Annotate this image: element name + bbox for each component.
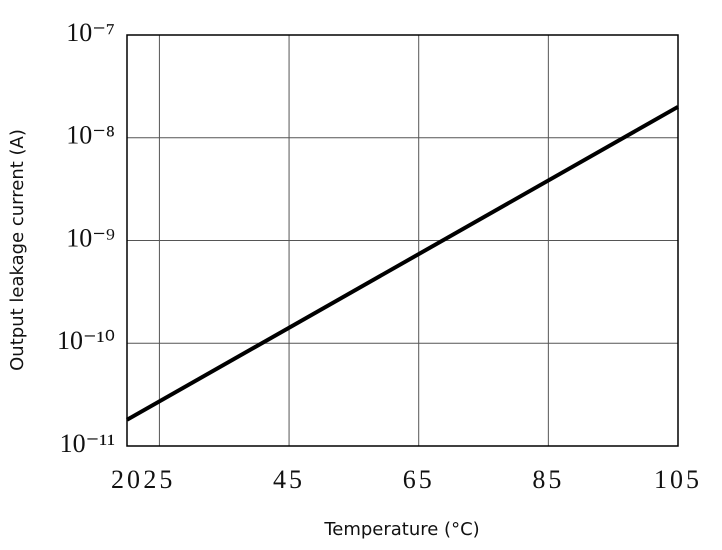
x-axis-label: Temperature (°C): [323, 519, 479, 540]
x-tick-label: 85: [532, 465, 564, 494]
x-tick-label: 20: [111, 465, 143, 494]
plot-frame: [126, 34, 679, 447]
y-tick-label: 10⁻⁹: [66, 223, 115, 252]
y-tick-label: 10⁻⁷: [66, 18, 115, 47]
x-tick-label: 25: [143, 465, 175, 494]
x-tick-label: 45: [273, 465, 305, 494]
x-tick-label: 65: [403, 465, 435, 494]
x-tick-label: 105: [654, 465, 702, 494]
y-tick-label: 10⁻⁸: [66, 121, 115, 150]
y-tick-label: 10⁻¹¹: [60, 429, 115, 458]
data-line: [126, 105, 679, 422]
y-tick-label: 10⁻¹⁰: [57, 326, 115, 355]
y-axis-label: Output leakage current (A): [7, 129, 28, 371]
